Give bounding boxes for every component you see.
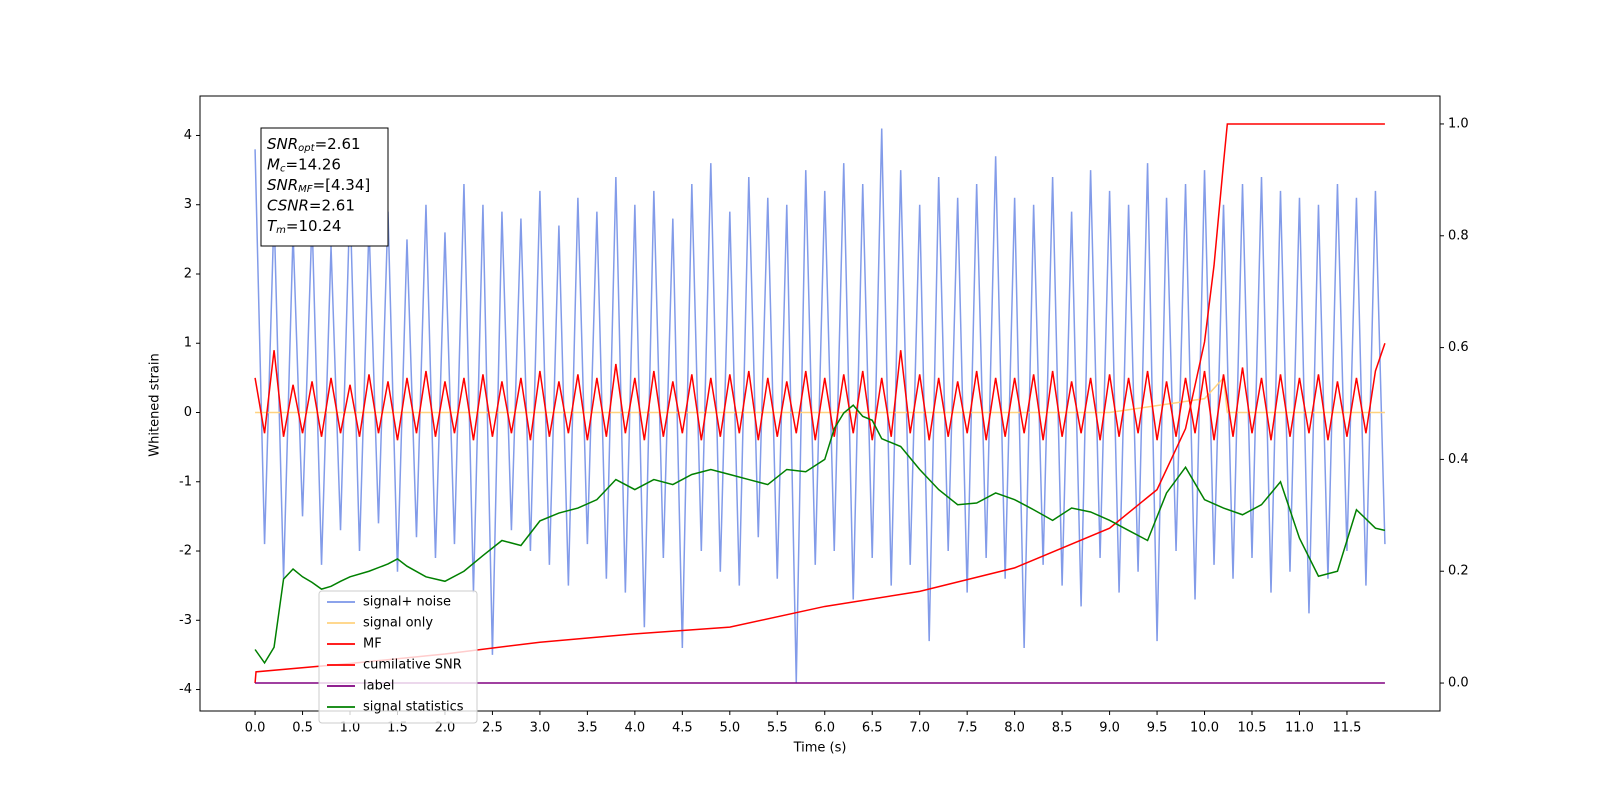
legend-label: signal only [363,616,433,631]
x-tick-label: 9.0 [1099,721,1120,736]
legend-frame [318,590,478,724]
y-tick-label: 3 [184,197,192,212]
x-tick-label: 3.5 [577,721,598,736]
annotation-symbol: SNR [267,135,298,153]
y2-tick-label: 0.2 [1448,564,1469,579]
x-tick-label: 8.5 [1052,721,1073,736]
annotation-box: SNRopt=2.61Mc=14.26SNRMF=[4.34]CSNR=2.61… [260,127,389,247]
x-tick-label: 1.0 [340,721,361,736]
annotation-text: =2.61 [309,196,355,214]
annotation-text: =2.61 [315,135,361,153]
annotation-text: =[4.34] [313,176,371,194]
annotation-subscript: MF [298,184,313,195]
annotation-text: =10.24 [286,217,342,235]
y-tick-label: -4 [179,682,192,697]
x-tick-label: 0.0 [245,721,266,736]
y-tick-label: 0 [184,405,192,420]
x-tick-label: 2.5 [482,721,503,736]
x-tick-label: 6.5 [862,721,883,736]
x-tick-label: 3.0 [530,721,551,736]
y-tick-label: -3 [179,613,192,628]
annotation-subscript: m [276,225,286,236]
x-tick-label: 9.5 [1147,721,1168,736]
y2-tick-label: 1.0 [1448,116,1469,131]
x-tick-label: 10.5 [1238,721,1267,736]
legend: signal+ noise signal only MF cumilative SNR… [318,590,478,724]
annotation-symbol: CSNR [267,196,309,214]
annotation-line: CSNR=2.61 [267,196,355,214]
x-tick-label: 5.0 [719,721,740,736]
y2-tick-label: 0.4 [1448,452,1469,467]
y-tick-label: 1 [184,336,192,351]
y-axis-label: Whitened strain [148,353,163,456]
x-tick-label: 0.5 [292,721,313,736]
y2-tick-label: 0.0 [1448,676,1469,691]
x-tick-label: 4.0 [625,721,646,736]
annotation-subscript: c [280,164,286,175]
annotation-symbol: T [267,217,278,235]
x-tick-label: 1.5 [387,721,408,736]
annotation-symbol: M [267,155,280,173]
series-line [254,404,1386,665]
y2-tick-label: 0.6 [1448,340,1469,355]
annotation-line: Tm=10.24 [267,217,341,237]
x-tick-label: 10.0 [1190,721,1219,736]
legend-label: MF [363,637,382,652]
x-axis-label: Time (s) [793,741,847,756]
x-tick-label: 8.0 [1004,721,1025,736]
series-line [254,343,1386,441]
series-line [254,128,1386,683]
annotation-line: SNRopt=2.61 [267,135,361,155]
y-tick-label: -1 [179,474,192,489]
x-tick-label: 5.5 [767,721,788,736]
y2-tick-label: 0.8 [1448,228,1469,243]
x-tick-label: 4.5 [672,721,693,736]
legend-label: cumilative SNR [363,658,462,673]
legend-label: signal+ noise [363,595,451,610]
plot-frame [199,95,1441,712]
annotation-line: Mc=14.26 [267,155,341,175]
annotation-text: =14.26 [285,155,341,173]
x-tick-label: 7.0 [909,721,930,736]
annotation-frame [260,127,389,247]
annotation-line: SNRMF=[4.34] [267,176,370,196]
annotation-subscript: opt [298,143,315,154]
y-tick-label: -2 [179,544,192,559]
x-tick-label: 7.5 [957,721,978,736]
annotation-symbol: SNR [267,176,298,194]
legend-label: signal statistics [363,700,464,715]
legend-label: label [363,679,394,694]
y-tick-label: 2 [184,266,192,281]
x-tick-label: 6.0 [814,721,835,736]
series-line [255,376,1385,414]
x-tick-label: 2.0 [435,721,456,736]
y-tick-label: 4 [184,128,192,143]
x-tick-label: 11.0 [1285,721,1314,736]
x-tick-label: 11.5 [1332,721,1361,736]
